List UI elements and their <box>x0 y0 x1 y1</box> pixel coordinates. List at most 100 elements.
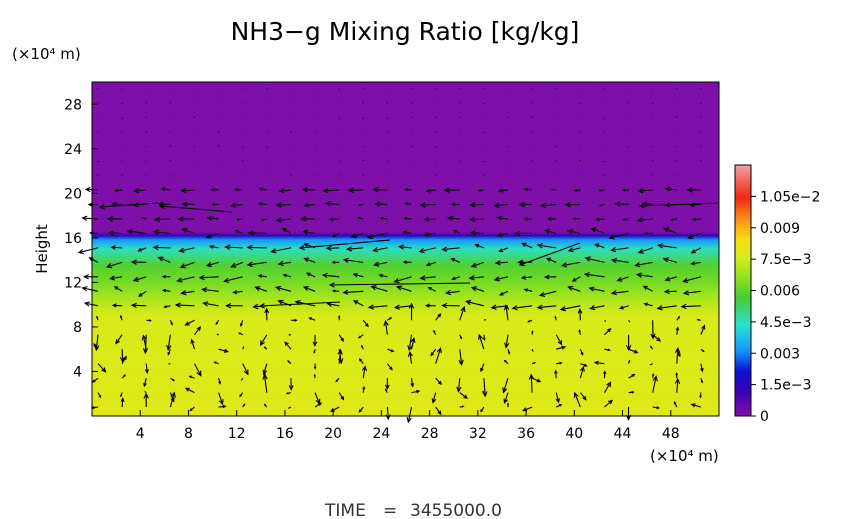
wind-arrow <box>328 217 340 222</box>
wind-arrow <box>643 302 653 307</box>
wind-arrow <box>208 244 219 249</box>
wind-arrow <box>604 399 614 408</box>
wind-arrow <box>544 274 557 280</box>
wind-arrow <box>235 217 243 221</box>
wind-arrow <box>628 373 636 379</box>
wind-arrow <box>189 406 195 412</box>
wind-arrow <box>676 315 681 321</box>
wind-arrow <box>367 304 388 310</box>
wind-arrow <box>636 217 653 223</box>
wind-arrow <box>483 318 487 321</box>
wind-arrow <box>157 256 171 263</box>
wind-arrow <box>474 243 485 249</box>
x-tick-label: 36 <box>517 426 535 442</box>
wind-arrow <box>459 405 465 408</box>
wind-arrow <box>345 246 364 252</box>
wind-arrow <box>531 330 534 335</box>
wind-arrow <box>700 377 704 384</box>
wind-arrow <box>700 363 704 373</box>
wind-arrow <box>338 334 344 342</box>
wind-arrow <box>590 227 605 234</box>
wind-arrow <box>275 217 292 223</box>
x-tick-label: 24 <box>372 426 390 442</box>
wind-arrow <box>656 305 677 311</box>
wind-arrow <box>143 392 149 408</box>
wind-arrow <box>246 261 267 267</box>
wind-arrow <box>690 247 702 254</box>
wind-arrow <box>657 243 677 249</box>
wind-arrow <box>130 259 147 265</box>
wind-arrow <box>456 378 462 393</box>
wind-arrow <box>407 350 413 364</box>
wind-arrow <box>284 341 292 350</box>
wind-arrow <box>372 186 388 193</box>
wind-arrow <box>130 302 147 309</box>
wind-arrow <box>142 334 149 355</box>
wind-arrow <box>699 392 702 399</box>
wind-arrow <box>593 360 605 366</box>
wind-arrow <box>169 320 173 326</box>
wind-arrow <box>649 363 653 366</box>
wind-arrow <box>641 201 653 206</box>
wind-arrow <box>634 261 653 268</box>
wind-arrow <box>94 334 100 352</box>
wind-arrow <box>650 345 654 350</box>
wind-arrow <box>642 285 653 292</box>
wind-arrow <box>120 397 125 408</box>
wind-arrow <box>584 256 605 263</box>
wind-arrow <box>651 373 655 379</box>
wind-arrow <box>635 272 653 278</box>
wind-arrow <box>662 227 677 234</box>
wind-arrow <box>96 315 99 321</box>
wind-arrow <box>637 188 653 194</box>
wind-arrow <box>536 304 557 310</box>
wind-arrow <box>290 318 298 322</box>
wind-arrow <box>152 229 171 235</box>
wind-arrow <box>447 215 460 221</box>
time-label: TIME <box>324 501 366 519</box>
wind-arrow <box>503 359 509 365</box>
wind-arrow <box>443 187 460 193</box>
wind-arrow <box>498 247 509 253</box>
wind-arrow <box>468 216 484 223</box>
wind-arrow <box>425 188 436 193</box>
wind-arrow <box>215 319 220 326</box>
wind-arrow <box>482 334 486 342</box>
colorbar-tick-label: 0.009 <box>760 221 800 237</box>
wind-arrow <box>347 187 364 193</box>
wind-arrow <box>507 349 511 355</box>
wind-arrow <box>379 216 388 220</box>
wind-arrow <box>176 276 195 283</box>
wind-arrow <box>313 373 316 379</box>
wind-arrow <box>628 348 639 354</box>
wind-arrow <box>423 217 436 222</box>
wind-arrow <box>106 216 123 222</box>
wind-arrow <box>161 288 171 293</box>
wind-arrow <box>411 389 421 394</box>
x-tick-label: 12 <box>228 426 246 442</box>
wind-arrow <box>435 406 442 416</box>
y-tick-label: 4 <box>73 364 82 380</box>
heatmap-field <box>92 82 719 416</box>
wind-arrow <box>81 215 99 221</box>
wind-arrow <box>650 320 656 340</box>
wind-arrow <box>179 261 195 269</box>
wind-arrow <box>410 378 415 388</box>
wind-arrow <box>287 360 292 365</box>
wind-arrow <box>626 334 632 352</box>
wind-arrow <box>578 328 581 335</box>
wind-arrow <box>637 247 653 254</box>
wind-arrow <box>603 381 612 393</box>
wind-arrow <box>544 229 557 234</box>
wind-arrow <box>386 363 393 371</box>
wind-arrow <box>275 285 292 292</box>
wind-arrow <box>571 276 581 282</box>
wind-arrow <box>459 305 466 321</box>
time-equals: = <box>383 501 397 519</box>
wind-arrow <box>588 286 605 292</box>
wind-arrow <box>435 347 442 364</box>
wind-arrow <box>378 273 388 278</box>
wind-arrow <box>531 377 542 383</box>
wind-arrow <box>358 406 364 413</box>
wind-arrow <box>109 275 123 281</box>
